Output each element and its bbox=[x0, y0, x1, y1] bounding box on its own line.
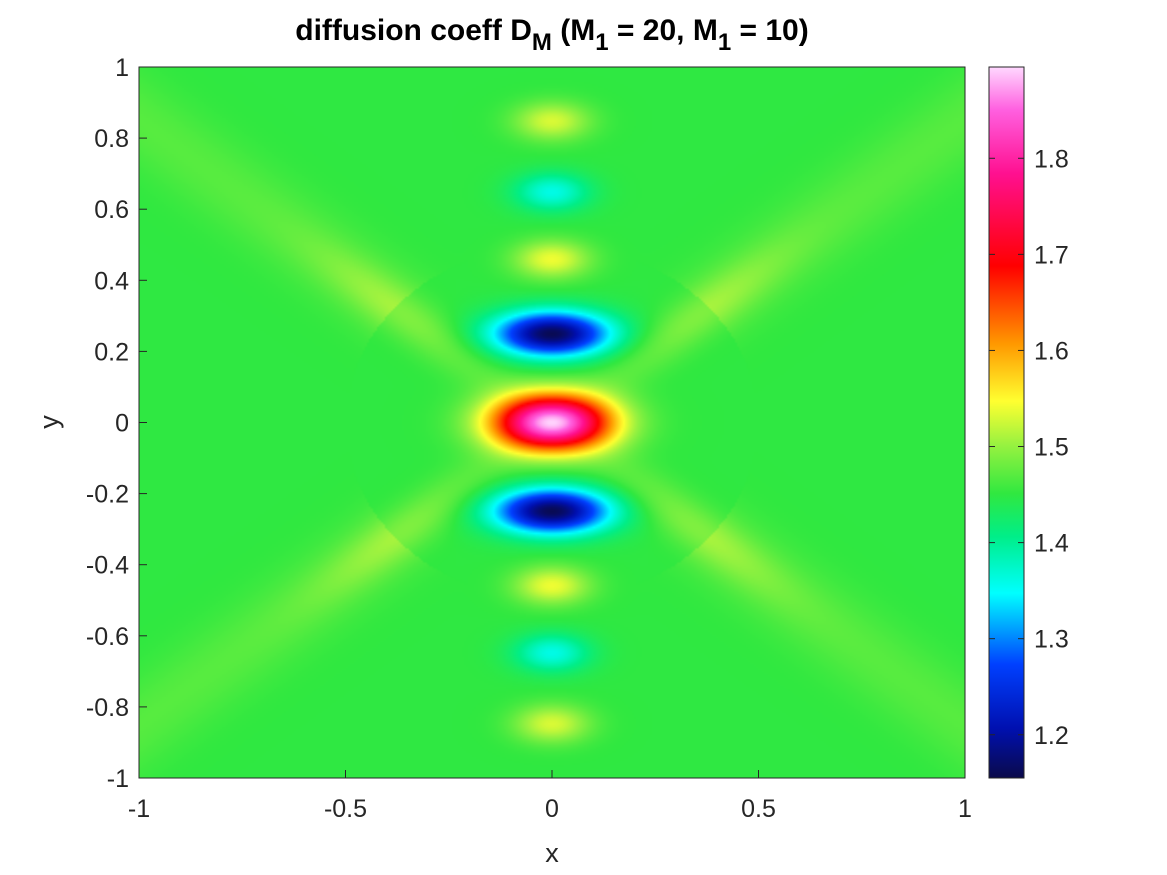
y-tick-label: 0 bbox=[115, 410, 129, 438]
title-part3: = 20, M bbox=[609, 14, 718, 47]
y-axis-ticks: -1 -0.8 -0.6 -0.4 -0.2 0 0.2 0.4 0.6 0.8 1 bbox=[86, 54, 147, 793]
x-tick-label: 1 bbox=[958, 795, 972, 823]
y-tick-label: 1 bbox=[115, 54, 129, 82]
y-tick-label: -1 bbox=[107, 765, 129, 793]
colorbar-tick-label: 1.8 bbox=[1034, 145, 1069, 173]
x-axis-ticks: -1 -0.5 0 0.5 1 bbox=[128, 770, 972, 823]
y-tick-label: -0.2 bbox=[86, 481, 129, 509]
colorbar-ticks: 1.2 1.3 1.4 1.5 1.6 1.7 1.8 bbox=[989, 145, 1069, 750]
title-sub-m: M bbox=[532, 29, 552, 56]
y-tick-label: 0.8 bbox=[94, 125, 129, 153]
y-tick-label: -0.8 bbox=[86, 694, 129, 722]
x-tick-label: -0.5 bbox=[324, 795, 367, 823]
heatmap-image bbox=[139, 67, 965, 778]
x-tick-label: 0 bbox=[545, 795, 559, 823]
title-prefix: diffusion coeff D bbox=[295, 14, 532, 47]
y-tick-label: -0.6 bbox=[86, 623, 129, 651]
colorbar-tick-label: 1.7 bbox=[1034, 241, 1069, 269]
colorbar-tick-label: 1.6 bbox=[1034, 337, 1069, 365]
x-tick-label: -1 bbox=[128, 795, 150, 823]
colorbar-tick-label: 1.3 bbox=[1034, 626, 1069, 654]
y-tick-label: 0.6 bbox=[94, 196, 129, 224]
colorbar-tick-label: 1.2 bbox=[1034, 722, 1069, 750]
chart-title: diffusion coeff DM (M1 = 20, M1 = 10) bbox=[295, 14, 808, 56]
x-axis-label: x bbox=[545, 838, 559, 868]
title-sub-1a: 1 bbox=[595, 29, 608, 56]
title-sub-1b: 1 bbox=[718, 29, 731, 56]
x-tick-label: 0.5 bbox=[741, 795, 776, 823]
title-part4: = 10) bbox=[731, 14, 809, 47]
y-tick-label: 0.4 bbox=[94, 267, 129, 295]
colorbar-tick-label: 1.5 bbox=[1034, 434, 1069, 462]
y-tick-label: -0.4 bbox=[86, 552, 129, 580]
y-tick-label: 0.2 bbox=[94, 338, 129, 366]
title-part2: (M bbox=[552, 14, 595, 47]
colorbar bbox=[988, 66, 1025, 779]
y-axis-label: y bbox=[34, 415, 64, 429]
colorbar-tick-label: 1.4 bbox=[1034, 530, 1069, 558]
